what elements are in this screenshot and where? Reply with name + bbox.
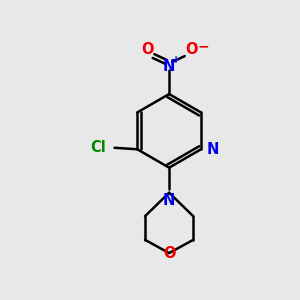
Text: −: − <box>197 39 209 53</box>
Text: O: O <box>185 42 197 57</box>
Text: N: N <box>163 193 175 208</box>
Text: O: O <box>141 42 153 57</box>
Text: +: + <box>172 55 180 64</box>
Text: O: O <box>163 246 175 261</box>
Text: N: N <box>163 58 175 74</box>
Text: Cl: Cl <box>91 140 106 155</box>
Text: N: N <box>206 142 219 157</box>
